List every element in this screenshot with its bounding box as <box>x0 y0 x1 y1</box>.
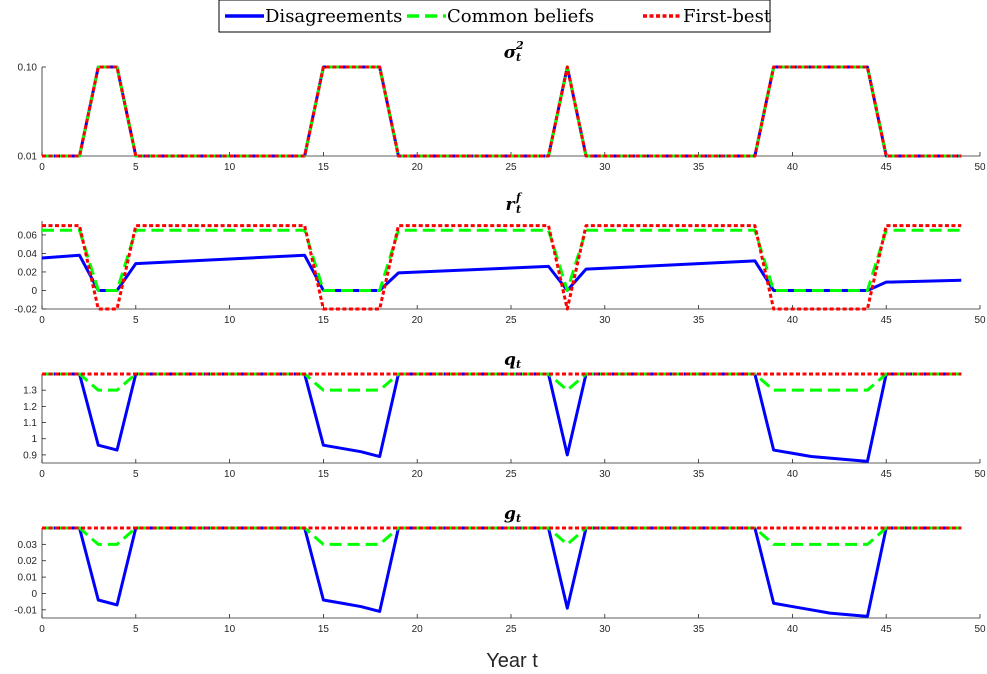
panel-title-subscript: t <box>516 203 521 216</box>
y-tick-label: -0.01 <box>14 605 37 616</box>
series-line-disagreements <box>42 526 962 618</box>
y-tick-label: 0.02 <box>18 556 38 567</box>
x-tick-label: 15 <box>318 469 330 480</box>
y-tick-label: 0.10 <box>18 63 38 74</box>
x-tick-label: 0 <box>39 315 45 326</box>
x-tick-label: 15 <box>318 624 330 635</box>
y-tick-label: 0.02 <box>18 267 38 278</box>
x-tick-label: 25 <box>505 315 517 326</box>
y-tick-label: 0 <box>31 286 37 297</box>
series-line-common-beliefs <box>42 65 962 158</box>
x-tick-label: 10 <box>224 162 236 173</box>
x-tick-label: 5 <box>133 162 139 173</box>
x-tick-label: 40 <box>787 162 799 173</box>
y-tick-label: 1.3 <box>23 386 37 397</box>
x-tick-label: 0 <box>39 162 45 173</box>
x-tick-label: 35 <box>693 162 705 173</box>
x-tick-label: 15 <box>318 315 330 326</box>
x-tick-label: 35 <box>693 624 705 635</box>
x-tick-label: 25 <box>505 162 517 173</box>
x-tick-label: 50 <box>974 469 986 480</box>
x-tick-label: 40 <box>787 469 799 480</box>
series-line-first-best <box>42 65 962 158</box>
panel-3: 0 5 10 15 20 25 30 35 40 45 50 0.9 1 1.1 1.2 1.3 q t <box>23 350 986 480</box>
x-tick-label: 45 <box>881 469 893 480</box>
x-tick-label: 5 <box>133 469 139 480</box>
series-line-first-best <box>42 224 962 311</box>
y-tick-label: 0.01 <box>18 152 38 163</box>
y-tick-label: 0.06 <box>18 230 38 241</box>
x-axis-label: Year t <box>486 650 538 672</box>
x-tick-label: 10 <box>224 469 236 480</box>
series-line-disagreements <box>42 65 962 158</box>
x-tick-label: 40 <box>787 315 799 326</box>
panel-title-subscript: t <box>516 358 521 371</box>
x-tick-label: 20 <box>412 315 424 326</box>
y-tick-label: 1 <box>31 434 37 445</box>
x-tick-label: 45 <box>881 624 893 635</box>
legend-label-0: Disagreements <box>265 6 402 27</box>
panel-title: r <box>506 195 516 215</box>
x-tick-label: 20 <box>412 469 424 480</box>
x-tick-label: 0 <box>39 624 45 635</box>
x-tick-label: 40 <box>787 624 799 635</box>
legend-label-2: First-best <box>683 6 772 27</box>
x-tick-label: 45 <box>881 162 893 173</box>
x-tick-label: 30 <box>599 315 611 326</box>
x-tick-label: 30 <box>599 624 611 635</box>
panel-title-superscript: 2 <box>515 39 524 52</box>
x-tick-label: 20 <box>412 624 424 635</box>
y-tick-label: 1.1 <box>23 418 37 429</box>
x-tick-label: 35 <box>693 315 705 326</box>
y-tick-label: 0.01 <box>18 573 38 584</box>
x-tick-label: 0 <box>39 469 45 480</box>
x-tick-label: 45 <box>881 315 893 326</box>
y-tick-label: 0.04 <box>18 249 38 260</box>
panel-title: q <box>504 350 516 370</box>
x-tick-label: 25 <box>505 469 517 480</box>
y-tick-label: 0 <box>31 589 37 600</box>
y-tick-label: -0.02 <box>14 305 37 316</box>
x-tick-label: 10 <box>224 624 236 635</box>
x-tick-label: 5 <box>133 624 139 635</box>
x-tick-label: 35 <box>693 469 705 480</box>
x-tick-label: 20 <box>412 162 424 173</box>
series-line-common-beliefs <box>42 526 962 546</box>
x-tick-label: 25 <box>505 624 517 635</box>
series-line-common-beliefs <box>42 372 962 392</box>
y-tick-label: 0.9 <box>23 450 37 461</box>
x-tick-label: 15 <box>318 162 330 173</box>
y-tick-label: 0.03 <box>18 540 38 551</box>
panel-title-subscript: t <box>516 512 521 525</box>
legend: Disagreements Common beliefs First-best <box>218 0 772 33</box>
panel-title-subscript: t <box>516 51 521 64</box>
panel-1: 0 5 10 15 20 25 30 35 40 45 50 0.01 0.10 σ t2 <box>18 39 986 173</box>
x-tick-label: 50 <box>974 624 986 635</box>
panel-title: g <box>504 504 516 524</box>
x-tick-label: 30 <box>599 469 611 480</box>
x-tick-label: 10 <box>224 315 236 326</box>
y-tick-label: 1.2 <box>23 402 37 413</box>
series-line-disagreements <box>42 372 962 463</box>
x-tick-label: 50 <box>974 162 986 173</box>
x-tick-label: 5 <box>133 315 139 326</box>
panel-title-superscript: f <box>515 191 523 204</box>
panel-title: σ <box>504 43 517 63</box>
legend-label-1: Common beliefs <box>447 6 594 27</box>
x-tick-label: 50 <box>974 315 986 326</box>
x-tick-label: 30 <box>599 162 611 173</box>
series-line-disagreements <box>41 253 962 292</box>
